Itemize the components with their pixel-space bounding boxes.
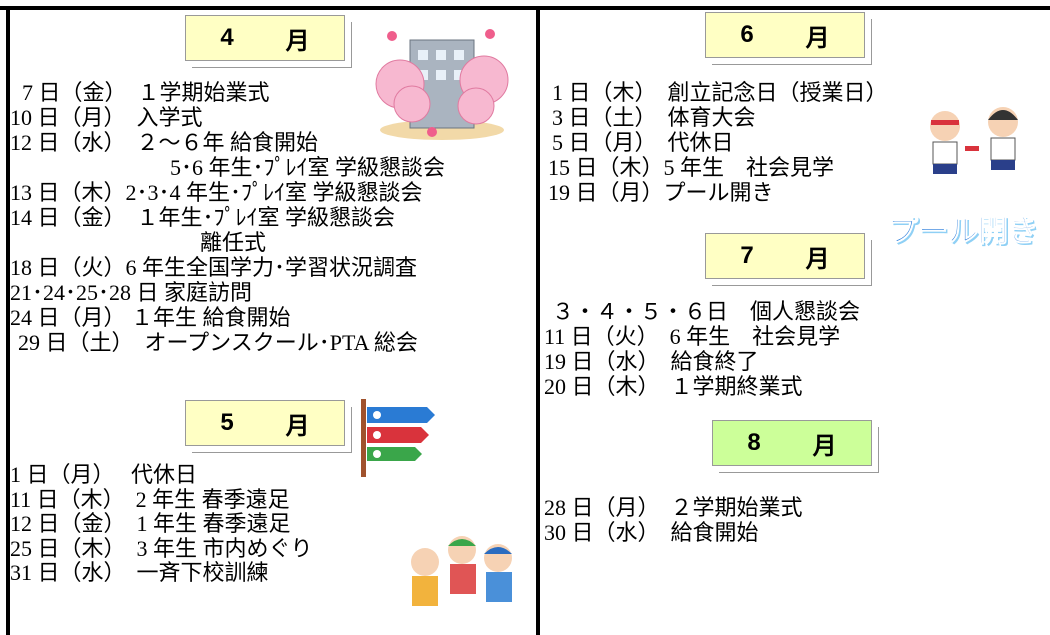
event-line: 20 日（木） １学期終業式 bbox=[544, 374, 803, 399]
month-number: 8 bbox=[747, 429, 761, 456]
top-border bbox=[0, 6, 1050, 10]
event-line: 13 日（木）2･3･4 年生･ﾌﾟﾚｲ室 学級懇談会 bbox=[10, 180, 423, 205]
event-line: 5 日（月） 代休日 bbox=[552, 130, 734, 155]
event-line: 15 日（木）5 年生 社会見学 bbox=[548, 155, 835, 180]
month-unit: 月 bbox=[285, 27, 310, 55]
event-line: 25 日（木） 3 年生 市内めぐり bbox=[10, 535, 313, 561]
event-line: 21･24･25･28 日 家庭訪問 bbox=[10, 280, 253, 305]
left-border bbox=[6, 6, 10, 635]
pool-sign: プール開き bbox=[888, 214, 1039, 250]
event-line: 7 日（金） １学期始業式 bbox=[22, 80, 270, 105]
event-line: 30 日（水） 給食開始 bbox=[544, 520, 759, 545]
relay-illustration bbox=[930, 107, 1018, 174]
event-line: 31 日（水） 一斉下校訓練 bbox=[10, 560, 269, 585]
column-divider bbox=[536, 6, 540, 635]
event-line: 14 日（金） １年生･ﾌﾟﾚｲ室 学級懇談会 bbox=[10, 205, 396, 230]
event-line: 1 日（月） 代休日 bbox=[10, 462, 198, 487]
event-line: 19 日（水） 給食終了 bbox=[544, 349, 759, 374]
children-illustration bbox=[411, 536, 512, 606]
event-line: 10 日（月） 入学式 bbox=[10, 105, 203, 130]
event-line: 12 日（金） 1 年生 春季遠足 bbox=[10, 511, 291, 536]
event-line: 18 日（火）6 年生全国学力･学習状況調査 bbox=[10, 255, 418, 280]
month-number: 7 bbox=[740, 242, 754, 269]
month-unit: 月 bbox=[805, 24, 830, 52]
event-line: 離任式 bbox=[200, 230, 267, 255]
event-line: 5･6 年生･ﾌﾟﾚｲ室 学級懇談会 bbox=[170, 155, 446, 180]
event-line: 3 日（土） 体育大会 bbox=[552, 105, 756, 130]
school-illustration bbox=[375, 29, 509, 140]
month-unit: 月 bbox=[812, 432, 837, 460]
month-unit: 月 bbox=[285, 412, 310, 440]
event-line: 1 日（木） 創立記念日（授業日） bbox=[552, 80, 888, 105]
month-number: 4 bbox=[220, 24, 234, 51]
event-line: 19 日（月）プール開き bbox=[548, 180, 774, 205]
event-line: 24 日（月） １年生 給食開始 bbox=[10, 305, 291, 330]
month-number: 5 bbox=[220, 409, 234, 436]
event-line: 29 日（土） オープンスクール･PTA 総会 bbox=[18, 330, 418, 355]
event-line: 28 日（月） ２学期始業式 bbox=[544, 495, 803, 520]
koinobori-illustration bbox=[361, 399, 435, 477]
event-line: 12 日（水） ２～６年 給食開始 bbox=[10, 130, 319, 155]
event-line: 11 日（木） 2 年生 春季遠足 bbox=[10, 486, 290, 512]
month-number: 6 bbox=[740, 21, 754, 48]
event-line: ３・４・５・６日 個人懇談会 bbox=[552, 299, 861, 324]
event-line: 11 日（火） 6 年生 社会見学 bbox=[544, 324, 841, 349]
month-unit: 月 bbox=[805, 245, 830, 273]
